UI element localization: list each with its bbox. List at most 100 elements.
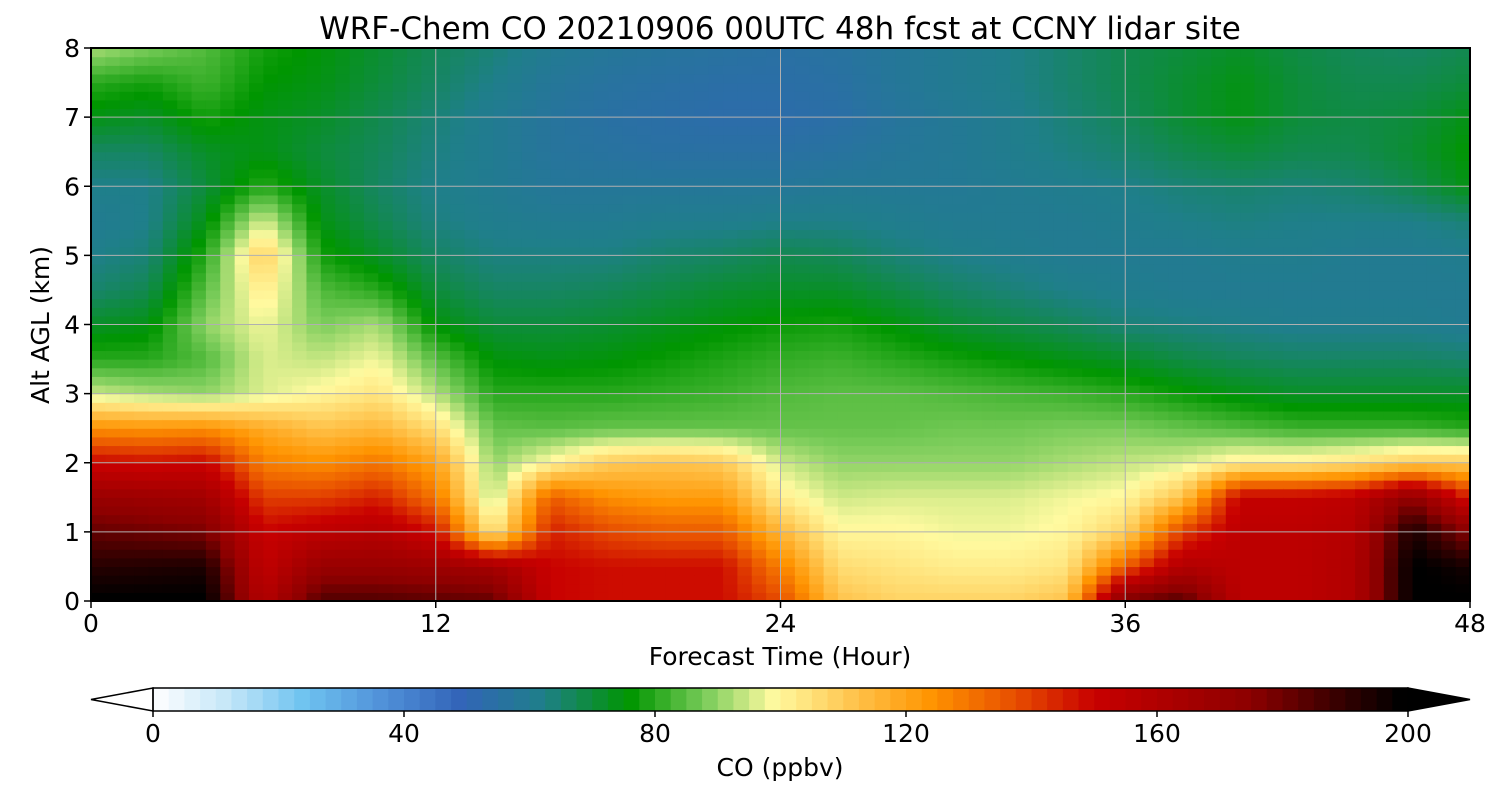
contour-cell: [249, 151, 264, 161]
contour-cell: [234, 566, 250, 576]
contour-cell: [995, 488, 1011, 498]
contour-cell: [651, 376, 667, 386]
contour-cell: [751, 212, 767, 222]
contour-cell: [651, 168, 667, 179]
contour-cell: [306, 592, 322, 602]
contour-cell: [507, 264, 523, 274]
contour-cell: [579, 367, 595, 377]
contour-cell: [995, 194, 1011, 205]
contour-cell: [981, 91, 997, 101]
contour-cell: [349, 505, 365, 516]
contour-cell: [507, 471, 523, 481]
contour-cell: [148, 341, 164, 352]
contour-cell: [967, 212, 983, 222]
contour-cell: [766, 108, 782, 118]
contour-cell: [924, 289, 940, 300]
contour-cell: [277, 393, 293, 403]
contour-cell: [723, 419, 738, 429]
contour-cell: [1010, 341, 1026, 352]
contour-cell: [1110, 367, 1126, 377]
contour-cell: [220, 246, 236, 256]
contour-cell: [493, 384, 509, 395]
contour-cell: [1010, 471, 1026, 481]
contour-cell: [694, 272, 710, 282]
contour-cell: [335, 376, 351, 386]
contour-cell: [737, 238, 753, 248]
contour-cell: [651, 324, 667, 334]
contour-cell: [1039, 566, 1055, 576]
contour-cell: [335, 419, 351, 429]
contour-cell: [708, 540, 724, 550]
contour-cell: [1153, 480, 1169, 490]
contour-cell: [220, 549, 236, 559]
contour-cell: [105, 359, 121, 369]
contour-cell: [536, 471, 552, 481]
contour-cell: [837, 359, 853, 369]
contour-cell: [1197, 264, 1213, 274]
contour-cell: [536, 436, 552, 447]
contour-cell: [234, 488, 250, 498]
contour-cell: [651, 246, 667, 256]
contour-cell: [320, 117, 336, 127]
contour-cell: [1153, 82, 1169, 92]
contour-cell: [162, 557, 178, 568]
contour-cell: [651, 540, 667, 550]
contour-cell: [191, 238, 207, 248]
contour-cell: [579, 203, 595, 213]
contour-cell: [105, 497, 121, 507]
contour-cell: [1053, 229, 1069, 239]
contour-cell: [1053, 99, 1069, 110]
contour-cell: [292, 376, 308, 386]
contour-cell: [1139, 592, 1155, 602]
contour-cell: [263, 65, 279, 75]
contour-cell: [895, 272, 911, 282]
contour-cell: [679, 549, 695, 559]
contour-cell: [1197, 497, 1213, 507]
contour-cell: [651, 462, 667, 472]
contour-cell: [981, 289, 997, 300]
contour-cell: [335, 575, 351, 585]
contour-cell: [234, 168, 250, 179]
contour-cell: [435, 91, 451, 101]
contour-cell: [263, 117, 279, 127]
contour-cell: [392, 229, 408, 239]
contour-cell: [507, 350, 523, 360]
contour-cell: [1053, 592, 1069, 602]
contour-cell: [780, 151, 796, 161]
contour-cell: [593, 462, 609, 472]
contour-cell: [909, 505, 925, 516]
contour-cell: [593, 151, 609, 161]
contour-cell: [507, 117, 523, 127]
contour-cell: [191, 436, 207, 447]
contour-cell: [737, 108, 753, 118]
contour-cell: [737, 73, 753, 84]
contour-cell: [938, 350, 954, 360]
contour-cell: [392, 82, 408, 92]
contour-cell: [852, 376, 868, 386]
contour-cell: [1096, 445, 1112, 455]
contour-cell: [766, 238, 782, 248]
contour-cell: [823, 91, 839, 101]
contour-cell: [478, 160, 494, 170]
contour-cell: [263, 315, 279, 326]
contour-cell: [450, 445, 466, 455]
contour-cell: [823, 108, 839, 118]
contour-cell: [967, 384, 983, 395]
contour-cell: [780, 505, 796, 516]
contour-cell: [938, 454, 954, 464]
contour-cell: [134, 168, 150, 179]
contour-cell: [737, 531, 753, 542]
contour-cell: [1139, 194, 1155, 205]
contour-cell: [349, 238, 365, 248]
contour-cell: [1010, 488, 1026, 498]
contour-cell: [1024, 229, 1040, 239]
contour-cell: [550, 359, 566, 369]
contour-cell: [277, 480, 293, 490]
contour-cell: [1082, 298, 1098, 308]
contour-cell: [723, 583, 738, 593]
contour-cell: [349, 350, 365, 360]
contour-cell: [205, 376, 221, 386]
contour-cell: [234, 341, 250, 352]
contour-cell: [924, 203, 940, 213]
contour-cell: [708, 194, 724, 205]
